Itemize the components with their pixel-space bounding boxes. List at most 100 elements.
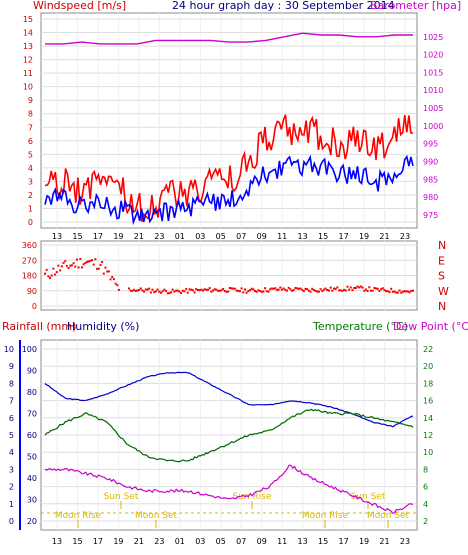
- direction-point: [205, 288, 208, 291]
- windspeed-tick: 7: [28, 123, 33, 132]
- direction-point: [62, 261, 65, 264]
- direction-point: [257, 289, 260, 292]
- direction-point: [291, 289, 293, 292]
- direction-point: [168, 292, 171, 295]
- direction-point: [159, 291, 162, 294]
- compass-label: S: [438, 270, 445, 283]
- direction-point: [294, 287, 297, 289]
- direction-point: [361, 286, 364, 289]
- direction-point: [279, 286, 282, 289]
- direction-point: [70, 264, 73, 267]
- rainfall-tick: 5: [9, 431, 14, 440]
- windspeed-tick: 11: [23, 69, 33, 78]
- direction-tick: 270: [22, 256, 37, 265]
- direction-point: [210, 290, 213, 293]
- humidity-y-ticks: 20 30 40 50 60 70 80 90 100: [22, 345, 37, 526]
- windspeed-gust-line: [44, 114, 414, 222]
- direction-point: [299, 287, 302, 290]
- lower-x-tick: 09: [257, 537, 267, 546]
- direction-point: [354, 287, 357, 289]
- barometer-tick: 1010: [423, 86, 443, 95]
- lower-x-tick: 23: [154, 537, 164, 546]
- direction-point: [412, 289, 414, 292]
- direction-point: [252, 288, 255, 291]
- barometer-tick: 975: [423, 211, 438, 220]
- direction-point: [60, 265, 63, 268]
- temperature-tick: 4: [423, 500, 428, 509]
- windspeed-tick: 4: [28, 164, 33, 173]
- direction-point: [391, 290, 394, 293]
- direction-point: [102, 272, 105, 275]
- lower-x-tick: 05: [216, 537, 226, 546]
- direction-point: [353, 287, 356, 289]
- lower-grid: [41, 340, 417, 530]
- direction-point: [317, 290, 320, 293]
- direction-point: [109, 278, 112, 281]
- barometer-axis-label: Barometer [hpa]: [370, 0, 461, 12]
- temperature-axis-label: Temperature (°C): [312, 320, 408, 333]
- direction-point: [380, 288, 383, 291]
- direction-point: [307, 289, 310, 292]
- direction-point: [333, 287, 335, 290]
- wind-x-tick: 03: [195, 232, 205, 241]
- windspeed-tick: 14: [23, 29, 33, 38]
- direction-point: [309, 290, 312, 293]
- direction-point: [104, 266, 107, 269]
- barometer-tick: 985: [423, 175, 438, 184]
- direction-point: [59, 269, 62, 272]
- direction-point: [57, 264, 60, 267]
- direction-points: [44, 258, 414, 295]
- direction-point: [128, 287, 130, 290]
- direction-point: [311, 287, 314, 290]
- direction-point: [116, 284, 119, 287]
- direction-point: [65, 264, 68, 267]
- lower-x-tick: 19: [113, 537, 123, 546]
- direction-point: [401, 290, 404, 293]
- wind-x-tick: 15: [318, 232, 328, 241]
- direction-point: [139, 287, 142, 290]
- lower-x-tick: 23: [400, 537, 410, 546]
- compass-label: N: [438, 300, 446, 313]
- rainfall-tick: 9: [9, 362, 14, 371]
- direction-y-ticks: 0 90 180 270 360: [22, 241, 37, 311]
- wind-x-tick: 01: [175, 232, 185, 241]
- wind-x-tick: 19: [113, 232, 123, 241]
- wind-x-tick: 13: [52, 232, 62, 241]
- humidity-tick: 70: [27, 410, 37, 419]
- direction-point: [208, 287, 211, 290]
- direction-point: [331, 289, 334, 292]
- direction-point: [190, 288, 193, 291]
- lower-x-ticks: 13 15 17 19 21 23 01 03 05 07 09 11 13 15 17 19 21 23: [52, 537, 410, 546]
- direction-point: [383, 289, 386, 291]
- rainfall-tick: 6: [9, 414, 14, 423]
- direction-point: [277, 288, 280, 291]
- humidity-tick: 30: [27, 496, 37, 505]
- direction-point: [161, 290, 164, 293]
- direction-point: [237, 289, 240, 292]
- humidity-tick: 80: [27, 388, 37, 397]
- lower-x-tick: 19: [359, 537, 369, 546]
- temperature-tick: 14: [423, 414, 433, 423]
- direction-point: [207, 288, 209, 291]
- direction-point: [233, 287, 236, 290]
- direction-point: [77, 266, 80, 269]
- temperature-tick: 12: [423, 431, 433, 440]
- direction-point: [386, 290, 389, 293]
- direction-point: [178, 290, 181, 293]
- event-label: Moon Set: [135, 511, 178, 521]
- direction-point: [97, 267, 100, 270]
- lower-x-tick: 11: [277, 537, 287, 546]
- direction-point: [191, 289, 194, 292]
- direction-point: [134, 290, 137, 292]
- temperature-line: [44, 408, 414, 463]
- direction-point: [114, 282, 117, 285]
- dewpoint-axis-label: Dew Point (°C): [393, 320, 468, 333]
- direction-point: [267, 290, 270, 293]
- temperature-tick: 6: [423, 483, 428, 492]
- event-label: Moon Set: [367, 511, 410, 521]
- direction-point: [274, 287, 277, 290]
- direction-point: [339, 289, 342, 292]
